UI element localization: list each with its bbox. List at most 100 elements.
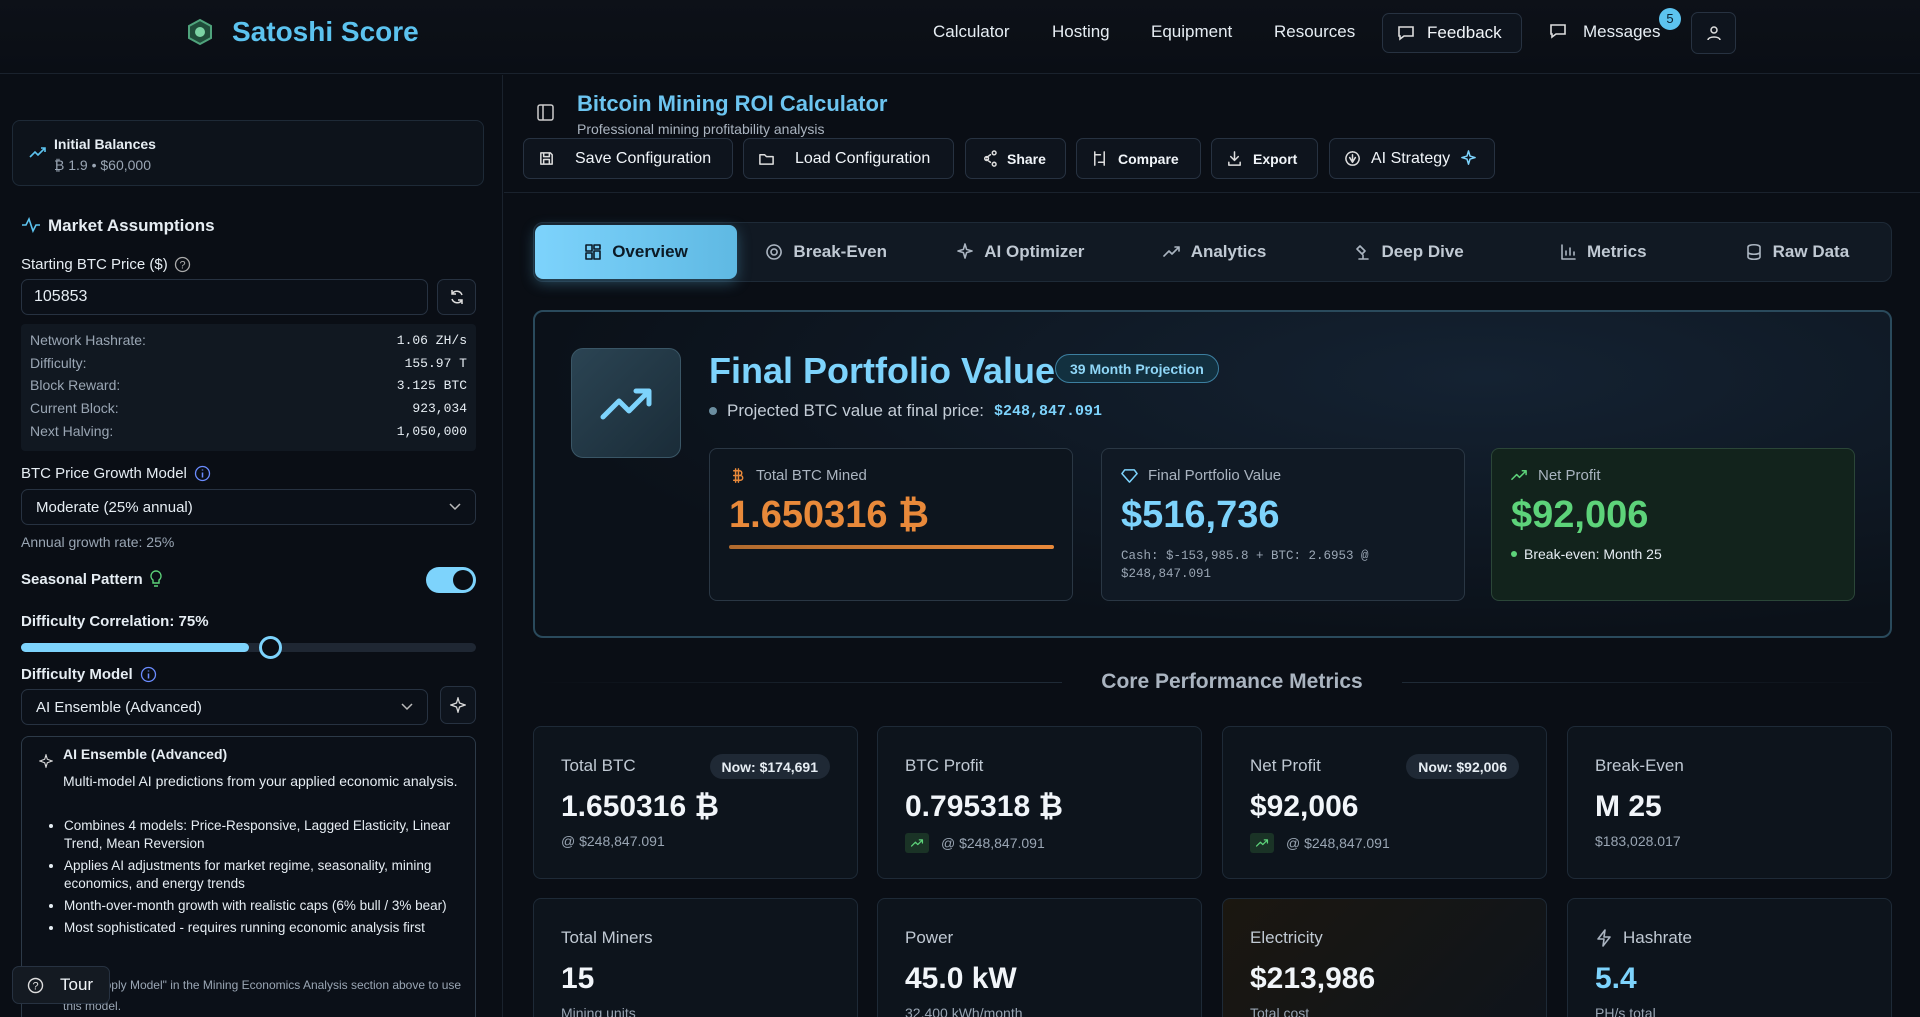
metric-value: 45.0 kW [905, 962, 1017, 995]
tab[interactable]: Deep Dive [1312, 225, 1506, 279]
tab-label: Metrics [1587, 242, 1647, 261]
metric-value: $92,006 [1250, 790, 1359, 823]
stat-value: 1.06 ZH/s [396, 333, 467, 348]
metric-sub: $183,028.017 [1595, 833, 1681, 849]
ai-model-button[interactable] [440, 686, 476, 724]
stat-label: Network Hashrate: [30, 332, 146, 348]
difficulty-model-value: AI Ensemble (Advanced) [36, 699, 202, 716]
tab[interactable]: Overview [535, 225, 737, 279]
action-button[interactable]: Share [965, 138, 1066, 179]
hero-card-detail: Cash: $-153,985.8 + BTC: 2.6953 @ $248,8… [1121, 549, 1369, 581]
field-label: Seasonal Pattern [21, 570, 163, 588]
icon [1559, 243, 1577, 261]
metric-sub: PH/s total [1595, 1005, 1656, 1017]
logo [188, 18, 212, 46]
metric-header: Hashrate [1595, 928, 1692, 948]
hero-card-header: Net Profit [1511, 467, 1601, 484]
page-title: Bitcoin Mining ROI Calculator [577, 91, 888, 116]
tab[interactable]: Break-Even [729, 225, 923, 279]
svg-text:?: ? [32, 980, 38, 992]
nav-link[interactable]: Resources [1274, 22, 1356, 41]
hero-card-value: 1.650316 ₿ [729, 494, 930, 536]
metric-card: Power 45.0 kW 32,400 kWh/month [877, 898, 1202, 1017]
hero-card-label: Final Portfolio Value [1148, 467, 1282, 484]
metric-label: Power [905, 928, 954, 947]
icon [1595, 929, 1613, 947]
action-label: Export [1253, 150, 1298, 167]
hero-card: Final Portfolio Value $516,736 Cash: $-153… [1101, 448, 1465, 601]
action-label: Load Configuration [795, 149, 931, 167]
growth-model-value: Moderate (25% annual) [36, 499, 193, 516]
icon [1354, 243, 1372, 261]
nav-link[interactable]: Calculator [933, 22, 1010, 41]
tab[interactable]: Analytics [1117, 225, 1311, 279]
metric-header: Break-Even [1595, 756, 1684, 776]
btc-price-input[interactable]: 105853 [21, 279, 428, 315]
sidebar-toggle[interactable] [537, 104, 554, 121]
messages-button[interactable]: Messages [1549, 22, 1660, 42]
action-button[interactable]: Load Configuration [743, 138, 954, 179]
nav-link[interactable]: Equipment [1151, 22, 1233, 41]
hero-title: Final Portfolio Value [709, 350, 1056, 391]
icon [1344, 150, 1361, 167]
projection-label: Projected BTC value at final price: [727, 401, 985, 420]
metric-card: Total Miners 15 Mining units [533, 898, 858, 1017]
tour-button[interactable]: ? Tour [12, 966, 110, 1004]
projection-value: $248,847.091 [994, 402, 1103, 420]
metric-value: 15 [561, 962, 595, 995]
hero-card-detail-row: Break-even: Month 25 [1511, 546, 1662, 562]
balances-card[interactable]: Initial Balances ₿ 1.9 • $60,000 [12, 120, 484, 186]
tab-label: Analytics [1190, 242, 1267, 261]
action-label: Share [1007, 150, 1046, 167]
model-bullet: Combines 4 models: Price-Responsive, Lag… [64, 817, 464, 853]
metric-value: M 25 [1595, 790, 1662, 823]
tab[interactable]: Raw Data [1700, 225, 1894, 279]
section-icon [22, 217, 40, 233]
metric-sub-row: @ $248,847.091 [1250, 833, 1390, 853]
icon [1745, 243, 1763, 261]
metric-label: Total BTC [561, 756, 636, 775]
balances-summary: ₿ 1.9 • $60,000 [54, 157, 152, 173]
metrics-title: Core Performance Metrics [1062, 670, 1402, 694]
metric-card: Break-Even M 25 $183,028.017 [1567, 726, 1892, 879]
nav-link[interactable]: Hosting [1052, 22, 1110, 41]
metric-label: Total Miners [561, 928, 653, 947]
messages-badge: 5 [1659, 8, 1681, 30]
growth-rate-note: Annual growth rate: 25% [21, 534, 175, 550]
metric-sub-row: @ $248,847.091 [905, 833, 1045, 853]
user-button[interactable] [1691, 12, 1736, 54]
correlation-slider[interactable] [21, 636, 476, 659]
metric-card: Net Profit Now: $92,006 $92,006 @ $248,847.… [1222, 726, 1547, 879]
hero-card-detail: Break-even: Month 25 [1524, 546, 1662, 562]
tab-label: AI Optimizer [984, 242, 1085, 261]
tab-label: Break-Even [793, 242, 887, 261]
brand[interactable]: Satoshi Score [232, 16, 419, 47]
action-button[interactable]: Export [1211, 138, 1318, 179]
growth-model-label: BTC Price Growth Model [21, 465, 187, 482]
metric-value: 0.795318 ₿ [905, 790, 1063, 823]
feedback-button[interactable]: Feedback [1382, 13, 1522, 53]
metric-sub-row: 32,400 kWh/month [905, 1005, 1023, 1017]
tab-label: Deep Dive [1381, 242, 1464, 261]
action-label: AI Strategy [1371, 149, 1451, 167]
tab[interactable]: Metrics [1506, 225, 1700, 279]
field-label: Starting BTC Price ($)? [21, 256, 191, 273]
seasonal-toggle[interactable] [426, 567, 476, 593]
refresh-button[interactable] [437, 279, 476, 315]
tab[interactable]: AI Optimizer [923, 225, 1117, 279]
action-button[interactable]: Compare [1076, 138, 1201, 179]
icon [1250, 833, 1274, 853]
metric-label: Electricity [1250, 928, 1323, 947]
feedback-label: Feedback [1427, 23, 1502, 42]
difficulty-model-select[interactable]: AI Ensemble (Advanced) [21, 689, 428, 725]
action-button[interactable]: AI Strategy [1329, 138, 1495, 179]
icon [1226, 150, 1243, 167]
metric-sub: @ $248,847.091 [1286, 835, 1390, 851]
action-button[interactable]: Save Configuration [523, 138, 733, 179]
growth-model-select[interactable]: Moderate (25% annual) [21, 489, 476, 525]
hero-card-value: $92,006 [1511, 494, 1649, 536]
hero-card-value: $516,736 [1121, 494, 1280, 536]
metric-card: BTC Profit 0.795318 ₿ @ $248,847.091 [877, 726, 1202, 879]
field-label: Difficulty Model [21, 666, 157, 683]
